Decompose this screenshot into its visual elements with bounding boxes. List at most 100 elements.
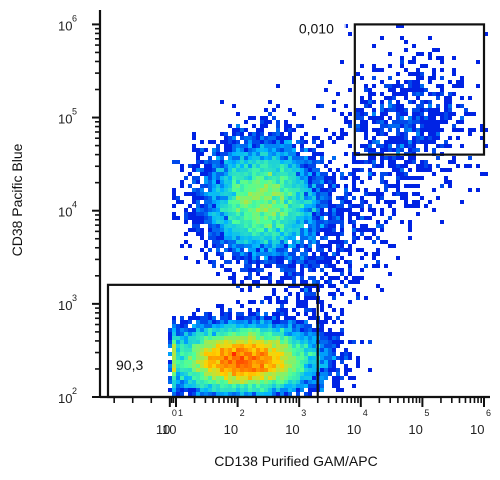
density-dot xyxy=(320,180,324,184)
density-dot xyxy=(300,124,304,128)
density-dot xyxy=(208,156,212,160)
density-dot xyxy=(400,144,404,148)
density-dot xyxy=(396,156,400,160)
density-dot xyxy=(308,256,312,260)
density-dot xyxy=(268,260,272,264)
density-dot xyxy=(248,356,252,360)
density-dot xyxy=(296,320,300,324)
density-dot xyxy=(232,380,236,384)
density-dot xyxy=(276,260,280,264)
density-dot xyxy=(388,160,392,164)
density-dot xyxy=(236,156,240,160)
density-dot xyxy=(412,108,416,112)
density-dot xyxy=(304,220,308,224)
density-dot xyxy=(372,212,376,216)
density-dot xyxy=(192,188,196,192)
density-dot xyxy=(256,168,260,172)
density-dot xyxy=(224,208,228,212)
density-dot xyxy=(356,112,360,116)
density-dot xyxy=(316,168,320,172)
density-dot xyxy=(228,160,232,164)
density-dot xyxy=(192,208,196,212)
density-dot xyxy=(320,376,324,380)
density-dot xyxy=(380,92,384,96)
density-dot xyxy=(228,360,232,364)
density-dot xyxy=(224,144,228,148)
density-dot xyxy=(372,140,376,144)
density-dot xyxy=(216,320,220,324)
density-dot xyxy=(388,272,392,276)
density-dot xyxy=(268,240,272,244)
density-dot xyxy=(340,360,344,364)
density-dot xyxy=(360,64,364,68)
density-dot xyxy=(336,336,340,340)
density-dot xyxy=(252,364,256,368)
density-dot xyxy=(284,220,288,224)
density-dot xyxy=(244,316,248,320)
density-dot xyxy=(240,204,244,208)
density-dot xyxy=(260,196,264,200)
density-dot xyxy=(192,372,196,376)
density-dot xyxy=(412,92,416,96)
density-dot xyxy=(216,348,220,352)
density-dot xyxy=(280,200,284,204)
density-dot xyxy=(252,228,256,232)
density-dot xyxy=(252,208,256,212)
density-dot xyxy=(292,256,296,260)
density-dot xyxy=(248,376,252,380)
density-dot xyxy=(300,328,304,332)
density-dot xyxy=(320,340,324,344)
density-dot xyxy=(368,228,372,232)
density-dot xyxy=(464,112,468,116)
density-dot xyxy=(200,160,204,164)
density-dot xyxy=(376,192,380,196)
density-dot xyxy=(244,356,248,360)
density-dot xyxy=(224,248,228,252)
density-dot xyxy=(264,384,268,388)
density-dot xyxy=(324,348,328,352)
density-dot xyxy=(176,372,180,376)
density-dot xyxy=(300,220,304,224)
density-dot xyxy=(288,380,292,384)
density-dot xyxy=(264,380,268,384)
density-dot xyxy=(228,180,232,184)
density-dot xyxy=(300,252,304,256)
density-dot xyxy=(292,332,296,336)
density-dot xyxy=(252,232,256,236)
density-dot xyxy=(356,124,360,128)
density-dot xyxy=(220,332,224,336)
density-dot xyxy=(328,256,332,260)
density-dot xyxy=(232,240,236,244)
density-dot xyxy=(180,352,184,356)
density-dot xyxy=(204,252,208,256)
density-dot xyxy=(228,236,232,240)
density-dot xyxy=(288,172,292,176)
density-dot xyxy=(324,252,328,256)
density-dot xyxy=(296,352,300,356)
density-dot xyxy=(252,328,256,332)
density-dot xyxy=(312,140,316,144)
density-dot xyxy=(208,380,212,384)
density-dot xyxy=(320,160,324,164)
density-dot xyxy=(360,228,364,232)
density-dot xyxy=(428,132,432,136)
density-dot xyxy=(220,180,224,184)
density-dot xyxy=(224,316,228,320)
density-dot xyxy=(288,220,292,224)
density-dot xyxy=(208,224,212,228)
density-dot xyxy=(308,336,312,340)
density-dot xyxy=(236,252,240,256)
density-dot xyxy=(276,232,280,236)
density-dot xyxy=(400,56,404,60)
density-dot xyxy=(180,384,184,388)
density-dot xyxy=(416,192,420,196)
density-dot xyxy=(424,88,428,92)
density-dot xyxy=(432,72,436,76)
density-dot xyxy=(480,124,484,128)
density-dot xyxy=(212,360,216,364)
density-dot xyxy=(328,348,332,352)
x-tick-exponent: 5 xyxy=(424,408,429,418)
density-dot xyxy=(272,252,276,256)
density-dot xyxy=(320,244,324,248)
density-dot xyxy=(296,340,300,344)
